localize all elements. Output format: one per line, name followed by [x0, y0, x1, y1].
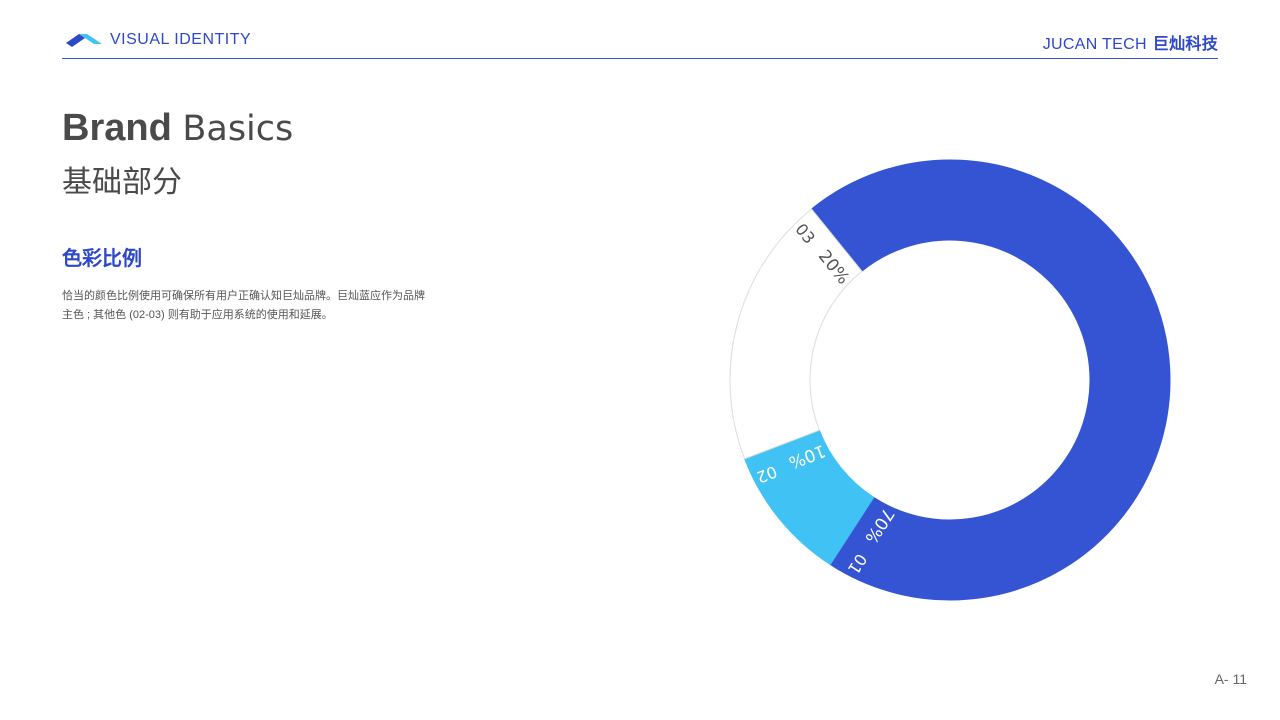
description-line: 恰当的颜色比例使用可确保所有用户正确认知巨灿品牌。巨灿蓝应作为品牌: [62, 290, 425, 302]
logo-icon: [66, 34, 102, 47]
page-title-bold: Brand: [62, 107, 172, 149]
section-heading: 色彩比例: [62, 248, 142, 270]
header-section-label: VISUAL IDENTITY: [110, 31, 252, 48]
color-ratio-chart: 01 70% 02 10% 03 20%: [720, 150, 1180, 610]
header: VISUAL IDENTITY JUCAN TECH 巨灿科技: [62, 28, 1218, 59]
page-number: A- 11: [1214, 671, 1247, 687]
page-title: Brand Basics: [62, 107, 294, 150]
page-title-light: Basics: [182, 109, 294, 149]
donut-slice-03: [729, 208, 863, 460]
description-line: 主色 ; 其他色 (02-03) 则有助于应用系统的使用和延展。: [62, 309, 333, 321]
brand-name-en: JUCAN TECH: [1042, 36, 1147, 53]
donut-slice-01: [810, 159, 1171, 601]
page-subtitle: 基础部分: [62, 165, 182, 200]
brand-name-cn: 巨灿科技: [1152, 36, 1218, 53]
section-description: 恰当的颜色比例使用可确保所有用户正确认知巨灿品牌。巨灿蓝应作为品牌 主色 ; 其…: [62, 287, 442, 325]
header-brand: JUCAN TECH 巨灿科技: [1043, 30, 1218, 54]
